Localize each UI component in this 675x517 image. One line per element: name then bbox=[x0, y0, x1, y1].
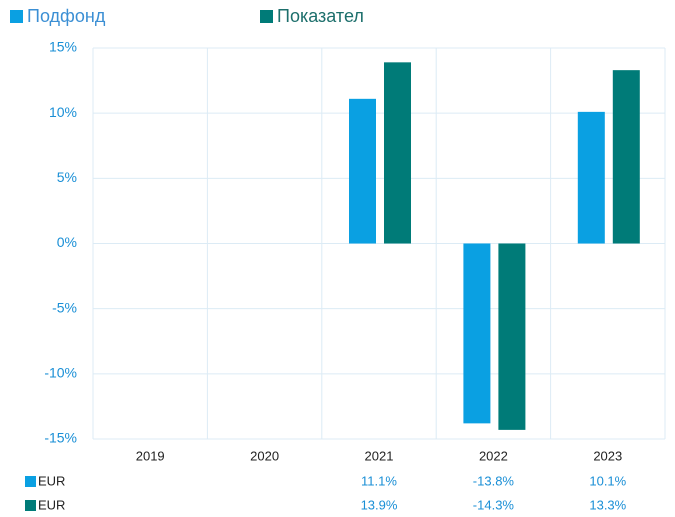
x-tick-label: 2020 bbox=[250, 448, 279, 463]
x-tick-label: 2019 bbox=[136, 448, 165, 463]
y-tick-label: 10% bbox=[49, 104, 77, 120]
bar bbox=[498, 243, 526, 430]
value-label: -13.8% bbox=[473, 473, 515, 488]
y-tick-label: -15% bbox=[44, 430, 77, 446]
value-label: -14.3% bbox=[473, 497, 515, 512]
y-tick-label: -10% bbox=[44, 365, 77, 381]
y-tick-label: 0% bbox=[57, 234, 77, 250]
y-tick-label: 5% bbox=[57, 169, 77, 185]
x-tick-label: 2023 bbox=[593, 448, 622, 463]
bar bbox=[612, 70, 640, 244]
bar bbox=[577, 111, 605, 244]
legend-label: Показател bbox=[277, 6, 364, 26]
row-swatch bbox=[25, 476, 36, 487]
value-label: 11.1% bbox=[361, 473, 397, 488]
bar bbox=[349, 98, 376, 244]
legend-label: Подфонд bbox=[27, 6, 106, 26]
legend-swatch bbox=[260, 10, 273, 23]
x-tick-label: 2021 bbox=[365, 448, 394, 463]
row-label: EUR bbox=[38, 473, 65, 488]
legend-swatch bbox=[10, 10, 23, 23]
bar bbox=[384, 62, 411, 244]
row-label: EUR bbox=[38, 497, 65, 512]
y-tick-label: -5% bbox=[52, 299, 77, 315]
value-label: 13.3% bbox=[589, 497, 626, 512]
y-tick-label: 15% bbox=[49, 39, 77, 55]
bar bbox=[463, 243, 491, 424]
x-tick-label: 2022 bbox=[479, 448, 508, 463]
value-label: 13.9% bbox=[361, 497, 398, 512]
value-label: 10.1% bbox=[589, 473, 626, 488]
row-swatch bbox=[25, 500, 36, 511]
